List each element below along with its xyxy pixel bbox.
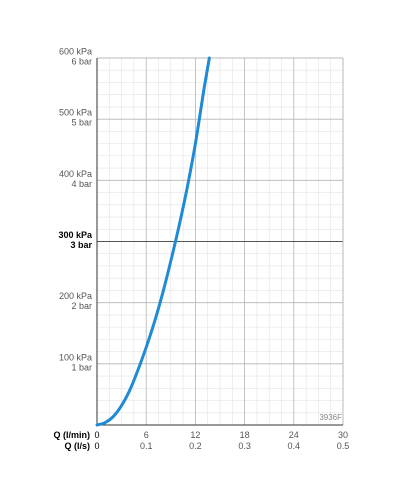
- x-axis-labels: 00 60.1 120.2 180.3 240.4 300.5: [94, 430, 349, 451]
- x-axis-name-secondary: Q (l/s): [64, 441, 90, 451]
- x-tick-label-secondary: 0: [94, 441, 99, 451]
- x-axis-name-primary: Q (l/min): [54, 430, 91, 440]
- x-tick-label-primary: 24: [289, 430, 299, 440]
- y-tick-label-bar: 5 bar: [71, 118, 92, 128]
- y-tick-label-kpa: 200 kPa: [59, 291, 92, 301]
- x-tick-label-primary: 0: [94, 430, 99, 440]
- x-tick-label-secondary: 0.5: [337, 441, 350, 451]
- y-tick-label-kpa: 500 kPa: [59, 108, 92, 118]
- y-tick-label-kpa: 100 kPa: [59, 352, 92, 362]
- y-tick-label-bar: 2 bar: [71, 301, 92, 311]
- x-tick-label-secondary: 0.4: [288, 441, 301, 451]
- series-line: [95, 56, 211, 427]
- x-tick-label-secondary: 0.2: [189, 441, 202, 451]
- x-tick-label-secondary: 0.1: [140, 441, 153, 451]
- chart-code: 3936F: [319, 413, 342, 422]
- x-tick-label-primary: 6: [144, 430, 149, 440]
- y-tick-label-kpa: 400 kPa: [59, 169, 92, 179]
- y-tick-label-bar: 1 bar: [71, 362, 92, 372]
- grid: [96, 57, 344, 426]
- y-tick-label-bar: 3 bar: [70, 240, 92, 250]
- y-tick-label-bar: 6 bar: [71, 57, 92, 67]
- series-group: [95, 56, 211, 427]
- y-tick-label-bar: 4 bar: [71, 179, 92, 189]
- y-tick-label-kpa: 300 kPa: [58, 230, 93, 240]
- y-tick-label-kpa: 600 kPa: [59, 47, 92, 57]
- x-tick-label-primary: 18: [240, 430, 250, 440]
- x-tick-label-primary: 12: [190, 430, 200, 440]
- x-tick-label-secondary: 0.3: [238, 441, 251, 451]
- x-tick-label-primary: 30: [338, 430, 348, 440]
